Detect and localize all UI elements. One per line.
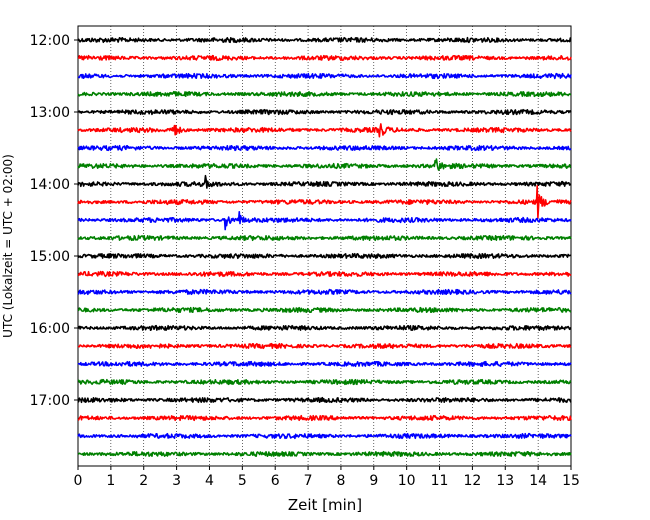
y-tick-label: 13:00 [30, 105, 70, 121]
trace-1615 [77, 342, 572, 350]
y-tick-label: 16:00 [30, 321, 70, 337]
x-tick-label: 5 [238, 473, 247, 489]
x-tick-label: 15 [562, 473, 580, 489]
x-tick-label: 9 [369, 473, 378, 489]
x-axis-label: Zeit [min] [288, 496, 362, 514]
y-axis-ticks: 12:00 13:00 14:00 15:00 16:00 17:00 [30, 33, 78, 409]
trace-1645 [77, 378, 572, 386]
trace-1330 [77, 144, 572, 152]
y-tick-label: 14:00 [30, 177, 70, 193]
x-tick-label: 6 [271, 473, 280, 489]
minute-grid [110, 26, 539, 466]
trace-1245 [77, 90, 572, 98]
x-tick-label: 2 [139, 473, 148, 489]
y-axis-label: UTC (Lokalzeit = UTC + 02:00) [1, 154, 15, 338]
trace-1300 [77, 108, 572, 116]
trace-1700 [77, 396, 572, 404]
trace-1445 [77, 234, 572, 242]
trace-1545 [77, 306, 572, 314]
trace-1515 [77, 270, 572, 278]
trace-1745 [77, 450, 572, 458]
trace-1730 [77, 432, 572, 440]
x-tick-label: 12 [463, 473, 481, 489]
trace-1715 [77, 414, 572, 422]
x-tick-label: 10 [398, 473, 416, 489]
trace-1400 [77, 174, 572, 189]
trace-1600 [77, 324, 572, 332]
x-tick-label: 0 [74, 473, 83, 489]
x-tick-label: 13 [496, 473, 514, 489]
trace-1215 [77, 54, 572, 62]
trace-1200 [77, 36, 572, 44]
y-tick-label: 12:00 [30, 33, 70, 49]
trace-1345 [77, 158, 572, 171]
x-tick-label: 3 [172, 473, 181, 489]
trace-1430 [77, 210, 572, 231]
x-tick-label: 8 [336, 473, 345, 489]
y-tick-label: 17:00 [30, 393, 70, 409]
trace-1415 [77, 184, 572, 219]
trace-1315 [77, 123, 572, 138]
trace-1630 [77, 360, 572, 368]
trace-1530 [77, 288, 572, 296]
x-axis-ticks: 0 1 2 3 4 5 6 7 8 9 10 11 12 13 14 15 [74, 466, 580, 489]
x-tick-label: 4 [205, 473, 214, 489]
y-tick-label: 15:00 [30, 249, 70, 265]
plot-frame [77, 25, 572, 467]
x-tick-label: 14 [529, 473, 547, 489]
x-tick-label: 7 [304, 473, 313, 489]
seismogram-traces [77, 36, 572, 458]
x-tick-label: 11 [431, 473, 449, 489]
trace-1230 [77, 72, 572, 80]
x-tick-label: 1 [106, 473, 115, 489]
trace-1500 [77, 252, 572, 260]
